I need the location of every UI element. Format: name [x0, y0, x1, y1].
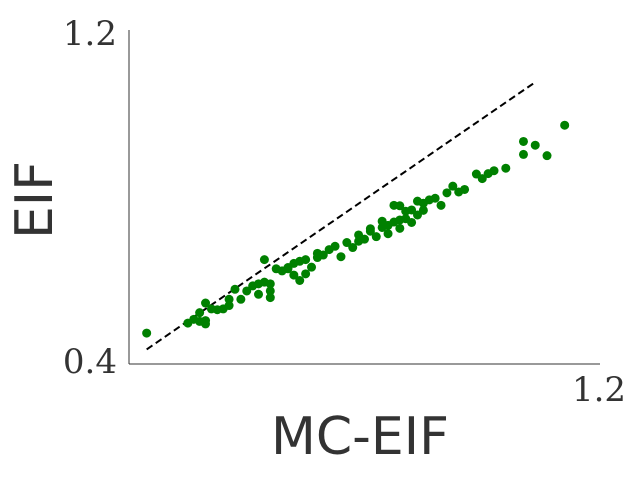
data-point-21: [265, 293, 275, 303]
data-point-67: [430, 193, 440, 203]
data-point-28: [289, 270, 299, 280]
data-point-76: [489, 166, 499, 176]
data-point-64: [418, 205, 428, 215]
data-point-48: [371, 232, 381, 242]
data-point-6: [201, 319, 211, 329]
data-point-3: [195, 308, 205, 318]
data-point-14: [236, 294, 246, 304]
data-point-57: [395, 201, 405, 211]
data-point-78: [518, 149, 528, 159]
data-point-42: [348, 243, 358, 253]
data-point-23: [265, 279, 275, 289]
data-point-70: [448, 181, 458, 191]
axes: [128, 30, 600, 365]
data-point-41: [342, 238, 352, 248]
data-point-61: [407, 205, 417, 215]
data-point-15: [242, 286, 252, 296]
data-point-32: [301, 255, 311, 265]
data-point-45: [360, 234, 369, 244]
data-point-31: [295, 276, 305, 285]
data-point-47: [365, 224, 375, 234]
points-layer: [142, 120, 570, 338]
x-tick-label-right: 1.2: [572, 370, 626, 410]
data-point-74: [477, 174, 487, 184]
data-point-37: [318, 250, 328, 260]
data-point-60: [407, 217, 417, 227]
data-point-69: [442, 188, 452, 198]
data-point-11: [224, 301, 234, 311]
data-point-82: [560, 120, 570, 130]
data-point-55: [395, 223, 405, 233]
data-point-33: [301, 269, 311, 279]
y-tick-label-bottom: 0.4: [63, 342, 117, 382]
data-point-72: [460, 184, 470, 194]
data-point-77: [501, 163, 511, 173]
data-point-68: [436, 200, 446, 210]
data-point-7: [201, 298, 211, 308]
reference-line: [146, 81, 536, 351]
data-point-80: [530, 140, 540, 150]
y-axis-label: EIF: [5, 161, 65, 239]
data-point-13: [230, 284, 240, 294]
data-point-12: [224, 294, 234, 304]
data-point-79: [518, 136, 528, 146]
y-tick-label-top: 1.2: [63, 14, 117, 54]
data-point-51: [383, 229, 393, 239]
data-point-22: [265, 286, 275, 296]
x-axis-label: MC-EIF: [271, 407, 449, 467]
data-point-17: [254, 289, 264, 299]
data-point-40: [336, 252, 346, 262]
data-point-0: [142, 328, 152, 338]
data-point-20: [259, 255, 269, 265]
data-point-39: [330, 241, 340, 251]
data-point-34: [307, 262, 317, 272]
data-point-81: [542, 151, 552, 161]
